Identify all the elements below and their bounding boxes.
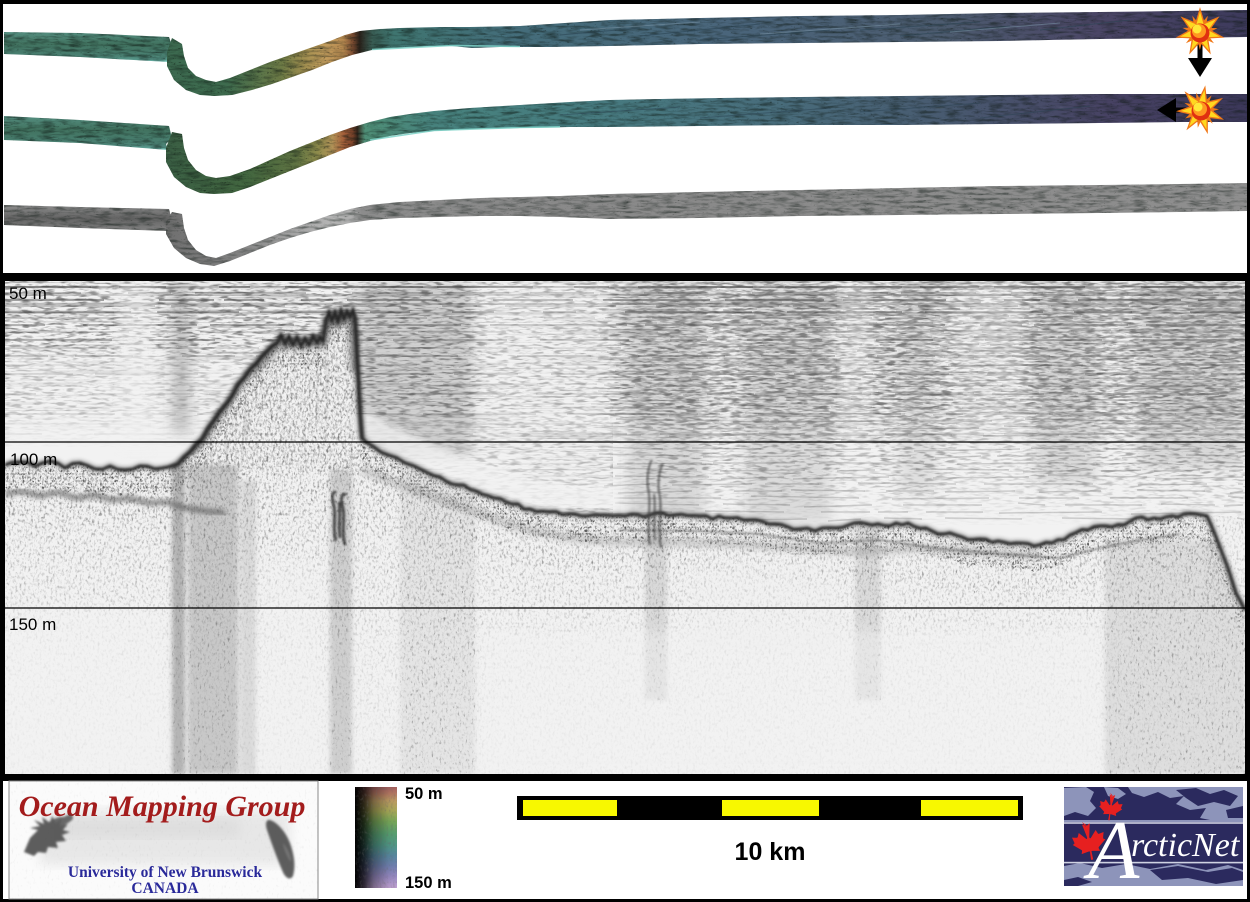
svg-text:50 m: 50 m — [9, 284, 47, 303]
svg-text:150 m: 150 m — [405, 874, 452, 892]
svg-text:A: A — [1083, 804, 1140, 897]
svg-text:10 km: 10 km — [735, 838, 806, 866]
svg-text:University of New Brunswick: University of New Brunswick — [68, 864, 263, 881]
svg-text:rcticNet: rcticNet — [1131, 827, 1241, 864]
svg-text:150 m: 150 m — [9, 615, 56, 634]
svg-text:100 m: 100 m — [10, 450, 57, 469]
svg-text:CANADA: CANADA — [131, 880, 199, 897]
svg-text:50 m: 50 m — [405, 785, 443, 803]
